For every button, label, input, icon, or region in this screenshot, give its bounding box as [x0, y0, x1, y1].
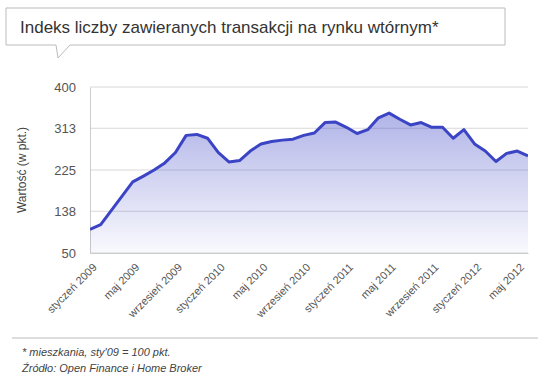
y-tick: 313	[54, 121, 90, 136]
y-tick-label: 313	[54, 121, 76, 136]
separator	[12, 338, 538, 339]
y-tick: 138	[54, 204, 90, 219]
x-tick: maj 2010	[229, 253, 269, 301]
y-axis-title: Wartość (w pkt.)	[15, 127, 29, 213]
x-tick-label: styczeń 2010	[173, 261, 227, 315]
y-tick: 50	[62, 246, 90, 261]
x-tick: wrzesień 2010	[253, 253, 312, 320]
title-frame	[6, 8, 505, 58]
x-tick-label: styczeń 2012	[429, 261, 483, 315]
x-axis-line	[91, 253, 529, 254]
x-axis: styczeń 2009maj 2009wrzesień 2009styczeń…	[45, 253, 529, 320]
x-tick-label: styczeń 2009	[45, 261, 99, 315]
y-tick-label: 50	[62, 246, 76, 261]
plot-area	[90, 113, 528, 253]
x-tick-label: styczeń 2011	[302, 261, 356, 315]
y-tick-label: 400	[54, 80, 76, 95]
y-axis: 50 138 225 313 400	[54, 80, 90, 261]
line	[90, 113, 528, 229]
x-tick-label: maj 2011	[358, 261, 398, 301]
x-tick-label: wrzesień 2010	[253, 261, 312, 320]
y-tick-label: 225	[54, 163, 76, 178]
x-tick: styczeń 2009	[45, 253, 99, 315]
grid-line	[90, 87, 528, 88]
y-tick: 225	[54, 163, 90, 178]
chart: Indeks liczby zawieranych transakcji na …	[0, 0, 550, 387]
grid-line	[90, 128, 528, 129]
x-tick: styczeń 2011	[302, 253, 356, 315]
x-tick: maj 2011	[358, 253, 398, 301]
y-tick: 400	[54, 80, 90, 95]
x-tick: styczeń 2012	[429, 253, 483, 315]
grid	[90, 87, 528, 253]
x-tick-label: maj 2012	[486, 261, 526, 301]
area	[90, 113, 528, 253]
y-tick-label: 138	[54, 204, 76, 219]
x-tick-label: wrzesień 2009	[125, 261, 184, 320]
x-tick-label: maj 2010	[229, 261, 269, 301]
footnote: Źródło: Open Finance i Home Broker	[21, 362, 203, 374]
x-tick: maj 2009	[101, 253, 141, 301]
title-box: Indeks liczby zawieranych transakcji na …	[6, 8, 505, 58]
x-tick: maj 2012	[486, 253, 526, 301]
x-tick-label: maj 2009	[101, 261, 141, 301]
x-tick: styczeń 2010	[173, 253, 227, 315]
footnote: * mieszkania, sty'09 = 100 pkt.	[22, 346, 171, 358]
title: Indeks liczby zawieranych transakcji na …	[20, 18, 439, 37]
